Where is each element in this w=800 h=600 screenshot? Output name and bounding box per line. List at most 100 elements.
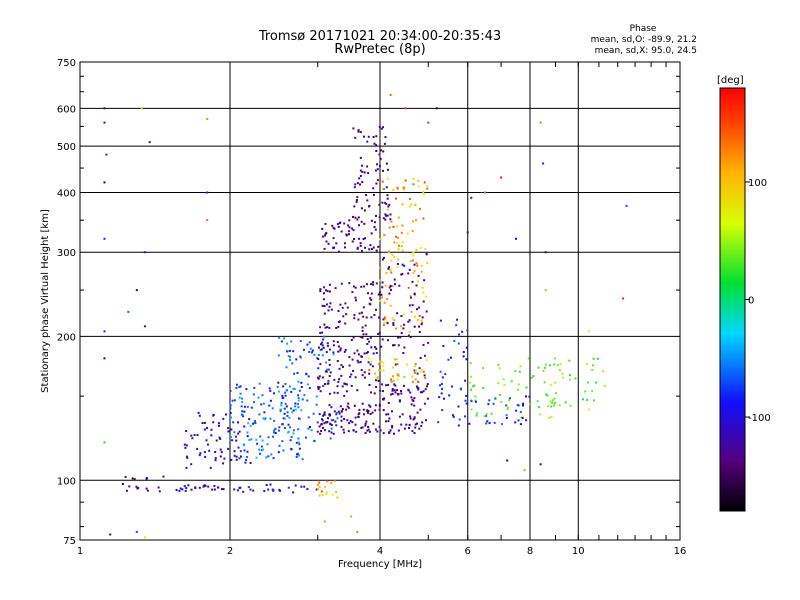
data-point: [373, 226, 376, 228]
data-point: [103, 441, 106, 444]
data-point: [561, 372, 564, 375]
data-point: [448, 394, 451, 397]
data-point: [348, 230, 350, 233]
data-point: [485, 422, 488, 425]
data-point: [315, 403, 318, 406]
data-point: [332, 340, 335, 343]
data-point: [514, 370, 517, 373]
data-point: [285, 389, 288, 392]
data-point: [238, 457, 241, 460]
data-point: [297, 428, 300, 431]
data-point: [375, 135, 378, 138]
data-point: [527, 357, 530, 360]
data-point: [291, 362, 294, 365]
data-point: [353, 238, 355, 240]
data-point: [326, 368, 329, 371]
data-point: [393, 389, 396, 392]
data-point: [485, 414, 488, 417]
data-point: [240, 413, 243, 416]
data-point: [553, 397, 556, 400]
data-point: [128, 485, 131, 488]
data-point: [329, 437, 332, 440]
data-point: [254, 422, 257, 424]
data-point: [301, 398, 304, 401]
data-point: [306, 399, 309, 402]
data-point: [332, 237, 335, 240]
data-point: [438, 396, 441, 399]
data-point: [473, 384, 476, 387]
data-point: [271, 407, 274, 410]
data-point: [490, 412, 493, 415]
data-point: [516, 403, 519, 406]
data-point: [375, 215, 377, 217]
data-point: [358, 408, 361, 411]
data-point: [398, 244, 400, 247]
data-point: [277, 390, 280, 393]
data-point: [125, 489, 128, 492]
data-point: [408, 423, 411, 426]
data-point: [366, 283, 368, 286]
data-point: [420, 265, 423, 267]
data-point: [506, 407, 509, 410]
data-point: [293, 372, 296, 375]
data-point: [595, 381, 598, 384]
data-point: [230, 428, 233, 431]
data-point: [375, 377, 378, 380]
data-point: [252, 393, 255, 396]
data-point: [382, 150, 385, 153]
data-point: [364, 237, 367, 240]
data-point: [392, 322, 395, 325]
data-point: [383, 256, 385, 259]
data-point: [324, 222, 327, 225]
data-point: [315, 488, 318, 491]
data-point: [393, 319, 396, 322]
data-point: [137, 486, 140, 489]
data-point: [416, 422, 418, 425]
data-point: [245, 459, 248, 461]
data-point: [368, 430, 371, 433]
data-point: [370, 346, 373, 349]
data-point: [321, 348, 323, 351]
data-point: [285, 366, 288, 369]
data-point: [414, 369, 417, 372]
chart-title: Tromsø 20171021 20:34:00-20:35:43: [258, 29, 501, 44]
data-point: [366, 140, 369, 143]
data-point: [554, 381, 557, 384]
data-point: [359, 131, 362, 134]
data-point: [569, 404, 572, 407]
data-point: [369, 413, 372, 415]
data-point: [352, 336, 355, 339]
data-point: [290, 436, 293, 439]
data-point: [290, 390, 293, 393]
data-point: [393, 255, 396, 258]
data-point: [439, 384, 442, 387]
data-point: [143, 536, 146, 539]
data-point: [253, 401, 255, 404]
data-point: [407, 388, 410, 391]
data-point: [387, 402, 390, 404]
data-point: [244, 461, 247, 464]
data-point: [330, 431, 333, 434]
data-point: [372, 283, 375, 286]
data-point: [417, 380, 420, 383]
data-point: [323, 286, 326, 289]
data-point: [422, 191, 425, 194]
data-point: [296, 372, 299, 374]
data-point: [368, 372, 371, 375]
data-point: [485, 413, 488, 416]
data-point: [393, 432, 395, 435]
data-point: [233, 431, 236, 434]
data-point: [350, 515, 353, 518]
data-point: [360, 426, 363, 429]
data-point: [442, 345, 445, 347]
data-point: [472, 385, 475, 388]
data-point: [427, 341, 430, 344]
data-point: [379, 279, 382, 282]
data-point: [412, 418, 415, 421]
data-point: [143, 325, 146, 328]
data-point: [387, 267, 390, 270]
data-point: [332, 432, 335, 435]
data-point: [294, 402, 297, 405]
data-point: [236, 489, 239, 492]
data-point: [403, 346, 406, 349]
